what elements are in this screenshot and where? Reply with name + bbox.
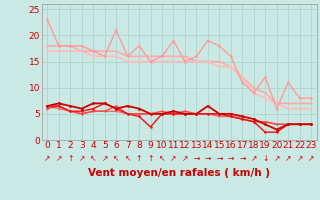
Text: ↗: ↗ (44, 154, 51, 163)
Text: ↑: ↑ (147, 154, 154, 163)
Text: ↗: ↗ (56, 154, 62, 163)
Text: ↗: ↗ (308, 154, 314, 163)
Text: ↗: ↗ (182, 154, 188, 163)
Text: →: → (228, 154, 234, 163)
Text: ↑: ↑ (67, 154, 74, 163)
X-axis label: Vent moyen/en rafales ( km/h ): Vent moyen/en rafales ( km/h ) (88, 168, 270, 178)
Text: ↗: ↗ (285, 154, 291, 163)
Text: →: → (239, 154, 245, 163)
Text: ↗: ↗ (170, 154, 177, 163)
Text: ↗: ↗ (78, 154, 85, 163)
Text: ↗: ↗ (251, 154, 257, 163)
Text: →: → (205, 154, 211, 163)
Text: ↖: ↖ (124, 154, 131, 163)
Text: ↖: ↖ (113, 154, 119, 163)
Text: ↗: ↗ (101, 154, 108, 163)
Text: →: → (193, 154, 200, 163)
Text: →: → (216, 154, 222, 163)
Text: ↑: ↑ (136, 154, 142, 163)
Text: ↓: ↓ (262, 154, 268, 163)
Text: ↖: ↖ (90, 154, 96, 163)
Text: ↖: ↖ (159, 154, 165, 163)
Text: ↗: ↗ (274, 154, 280, 163)
Text: ↗: ↗ (296, 154, 303, 163)
